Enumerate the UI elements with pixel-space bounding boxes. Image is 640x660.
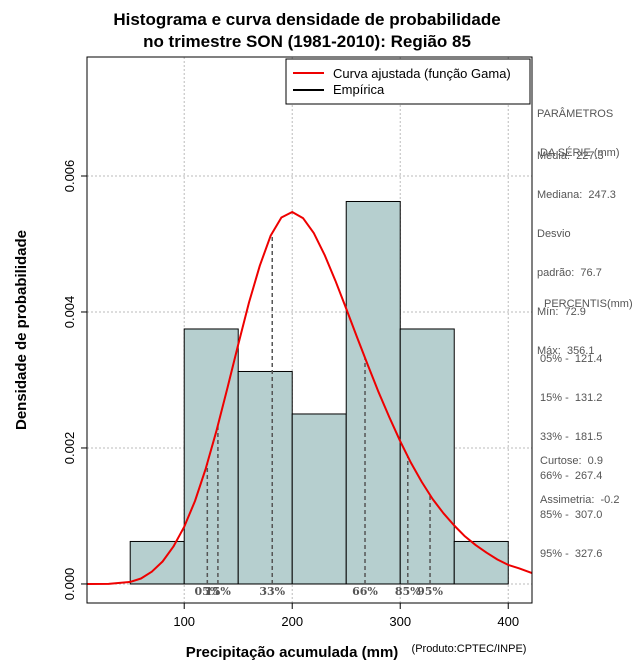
param-stddev-value: padrão: 76.7 [537, 267, 602, 279]
legend-fitted-label: Curva ajustada (função Gama) [333, 66, 511, 81]
percentiles-list: 05% - 121.4 15% - 131.2 33% - 181.5 66% … [540, 327, 602, 574]
legend-empirical-label: Empírica [333, 82, 385, 97]
fitted-curve-layer [86, 211, 533, 585]
chart-title-line-1: Histograma e curva densidade de probabil… [113, 10, 500, 29]
stat-kurtosis: Curtose: 0.9 [540, 455, 603, 467]
params-heading-line-2: DA SÉRIE (mm) [537, 147, 620, 159]
param-max: Máx: 356.1 [537, 345, 595, 357]
legend-box [285, 58, 531, 105]
percentile-95: 95% - 327.6 [540, 548, 603, 560]
histogram-bar [183, 328, 239, 585]
y-tick-label: 0.006 [62, 160, 77, 193]
fitted-gamma-curve [86, 211, 533, 585]
param-median: Mediana: 247.3 [537, 189, 616, 201]
stat-skewness: Assimetria: -0.2 [540, 494, 620, 506]
x-tick-label: 100 [173, 614, 195, 629]
histogram-bars [129, 200, 509, 585]
y-tick-label: 0.000 [62, 568, 77, 601]
x-tick-label: 300 [389, 614, 411, 629]
histogram-bar [291, 413, 347, 585]
percentile-label: 85% [395, 585, 421, 598]
plot-frame [86, 56, 533, 604]
percentiles-heading: PERCENTIS(mm) [544, 298, 633, 310]
x-tick-label: 400 [497, 614, 519, 629]
y-tick-label: 0.004 [62, 296, 77, 329]
percentile-label: 33% [259, 585, 285, 598]
percentile-85: 85% - 307.0 [540, 509, 603, 521]
histogram-bar [345, 200, 401, 585]
percentile-66: 66% - 267.4 [540, 470, 603, 482]
param-stddev-label: Desvio [537, 228, 571, 240]
percentile-markers: 05%15% 33% 66% 85%95% [194, 233, 443, 598]
y-tick-label: 0.002 [62, 432, 77, 465]
histogram-bar [237, 370, 293, 585]
product-credit: (Produto:CPTEC/INPE) [412, 643, 527, 655]
percentile-label: 05% [194, 585, 220, 598]
series-parameters-list: Média: 227.3 Mediana: 247.3 Desvio padrã… [537, 124, 616, 371]
series-parameters-panel: PARÂMETROS DA SÉRIE (mm) [537, 82, 620, 173]
x-axis-title: Precipitação acumulada (mm) [186, 644, 399, 660]
percentile-label: 66% [352, 585, 378, 598]
percentile-label: 95% [417, 585, 443, 598]
percentile-15: 15% - 131.2 [540, 392, 603, 404]
shape-stats: Curtose: 0.9 Assimetria: -0.2 [540, 429, 619, 520]
legend: Curva ajustada (função Gama) Empírica [285, 58, 531, 105]
percentile-label: 15% [205, 585, 231, 598]
y-axis-title: Densidade de probabilidade [13, 230, 30, 430]
percentile-33: 33% - 181.5 [540, 431, 603, 443]
param-min: Mín: 72.9 [537, 306, 586, 318]
axes: 100 200 300 400 0.000 0.002 0.004 0.006 [62, 160, 519, 629]
chart-title-line-2: no trimestre SON (1981-2010): Região 85 [143, 32, 471, 51]
percentile-05: 05% - 121.4 [540, 353, 603, 365]
histogram-bar [129, 540, 185, 585]
param-mean: Média: 227.3 [537, 150, 604, 162]
params-heading-line-1: PARÂMETROS [537, 108, 614, 120]
x-tick-label: 200 [281, 614, 303, 629]
